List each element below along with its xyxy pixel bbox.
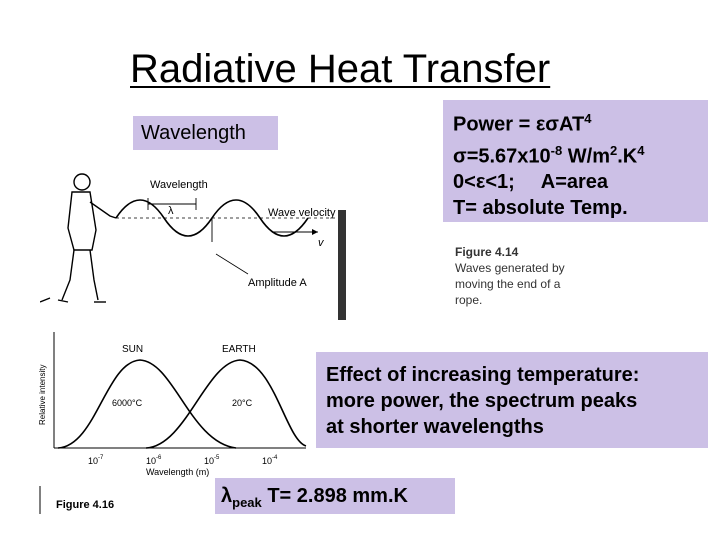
effect-line: at shorter wavelengths <box>326 416 544 438</box>
person-illustration <box>40 173 117 303</box>
stefan-boltzmann-line: σ=5.67x10-8 W/m2.K4 <box>453 142 645 168</box>
earth-spectrum-curve <box>145 359 307 449</box>
figure-414-line: rope. <box>455 293 483 307</box>
tick-label: 10-6 <box>146 455 162 466</box>
earth-label: EARTH <box>222 344 256 355</box>
power-formula-line: Power = εσAT4 <box>453 111 592 136</box>
wavelength-label-box: Wavelength <box>133 116 278 150</box>
figure-414-caption: Figure 4.14 Waves generated by moving th… <box>455 244 615 308</box>
figure-414-line: moving the end of a <box>455 277 561 291</box>
spectrum-ylabel: Relative intensity <box>38 365 47 425</box>
slide-title: Radiative Heat Transfer <box>130 47 551 91</box>
wave-wavelength-label: Wavelength <box>150 179 208 191</box>
emissivity-area-line: 0<ε<1; A=area <box>453 171 609 194</box>
figure-414-title: Figure 4.14 <box>455 245 519 259</box>
earth-temp-label: 20°C <box>232 398 253 408</box>
temperature-line: T= absolute Temp. <box>453 197 628 220</box>
sun-temp-label: 6000°C <box>112 398 143 408</box>
wave-figure: Wavelength λ Wave velocity v Amplitude A <box>40 173 346 320</box>
effect-of-temperature-box: Effect of increasing temperature: more p… <box>316 352 708 448</box>
figure-416-caption: Figure 4.16 <box>56 499 114 511</box>
wave-velocity-symbol: v <box>318 237 325 249</box>
power-formula-box: Power = εσAT4 σ=5.67x10-8 W/m2.K4 0<ε<1;… <box>443 100 708 222</box>
spectrum-figure: Relative intensity SUN EARTH 6000°C 20°C… <box>38 332 307 514</box>
wien-law-box: λpeak T= 2.898 mm.K <box>215 478 455 514</box>
rope-post <box>338 210 346 320</box>
sun-spectrum-curve <box>57 359 237 449</box>
wave-amplitude-label: Amplitude A <box>248 277 307 289</box>
sun-label: SUN <box>122 344 143 355</box>
wave-lambda-label: λ <box>168 205 174 217</box>
tick-label: 10-7 <box>88 455 104 466</box>
effect-line: Effect of increasing temperature: <box>326 364 640 386</box>
tick-label: 10-5 <box>204 455 220 466</box>
spectrum-xlabel: Wavelength (m) <box>146 467 209 477</box>
figure-414-line: Waves generated by <box>455 261 565 275</box>
tick-label: 10-4 <box>262 455 278 466</box>
wave-velocity-label: Wave velocity <box>268 207 336 219</box>
effect-line: more power, the spectrum peaks <box>326 390 638 412</box>
spectrum-ticks: 10-7 10-6 10-5 10-4 <box>88 455 278 466</box>
